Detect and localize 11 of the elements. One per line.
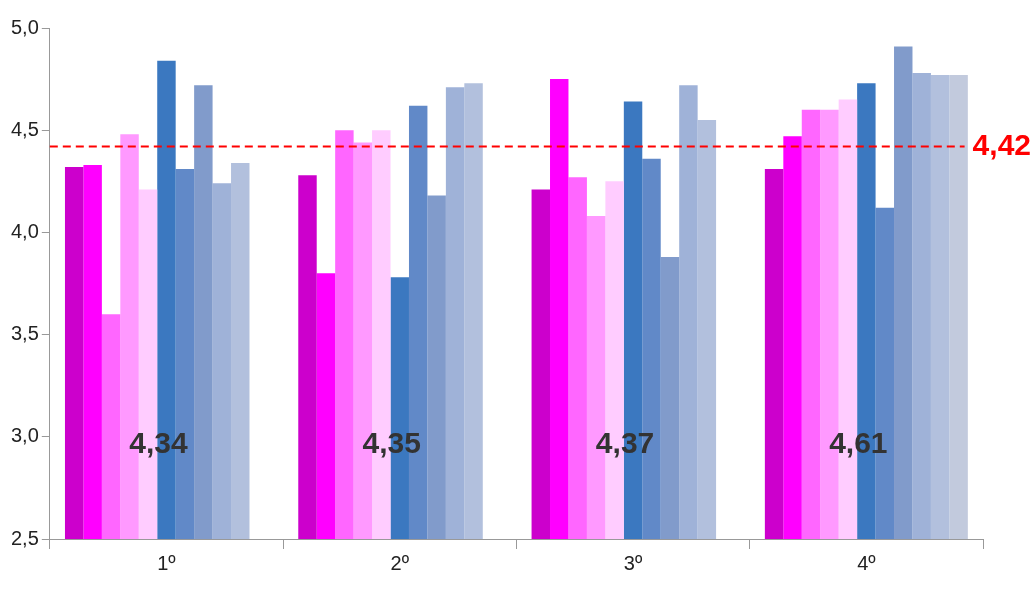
x-tick-label: 1º [157, 551, 177, 574]
x-tick-label: 4º [857, 551, 877, 574]
ref-line-label: 4,42 [972, 127, 1031, 161]
y-tick-label: 4,0 [10, 219, 39, 242]
x-tick-label: 2º [390, 551, 410, 574]
y-tick-label: 2,5 [10, 526, 39, 549]
y-tick-label: 5,0 [10, 15, 39, 38]
x-tick-label: 3º [623, 551, 643, 574]
y-tick-label: 4,5 [10, 117, 39, 140]
y-tick-label: 3,0 [10, 424, 39, 447]
y-tick-label: 3,5 [10, 322, 39, 345]
